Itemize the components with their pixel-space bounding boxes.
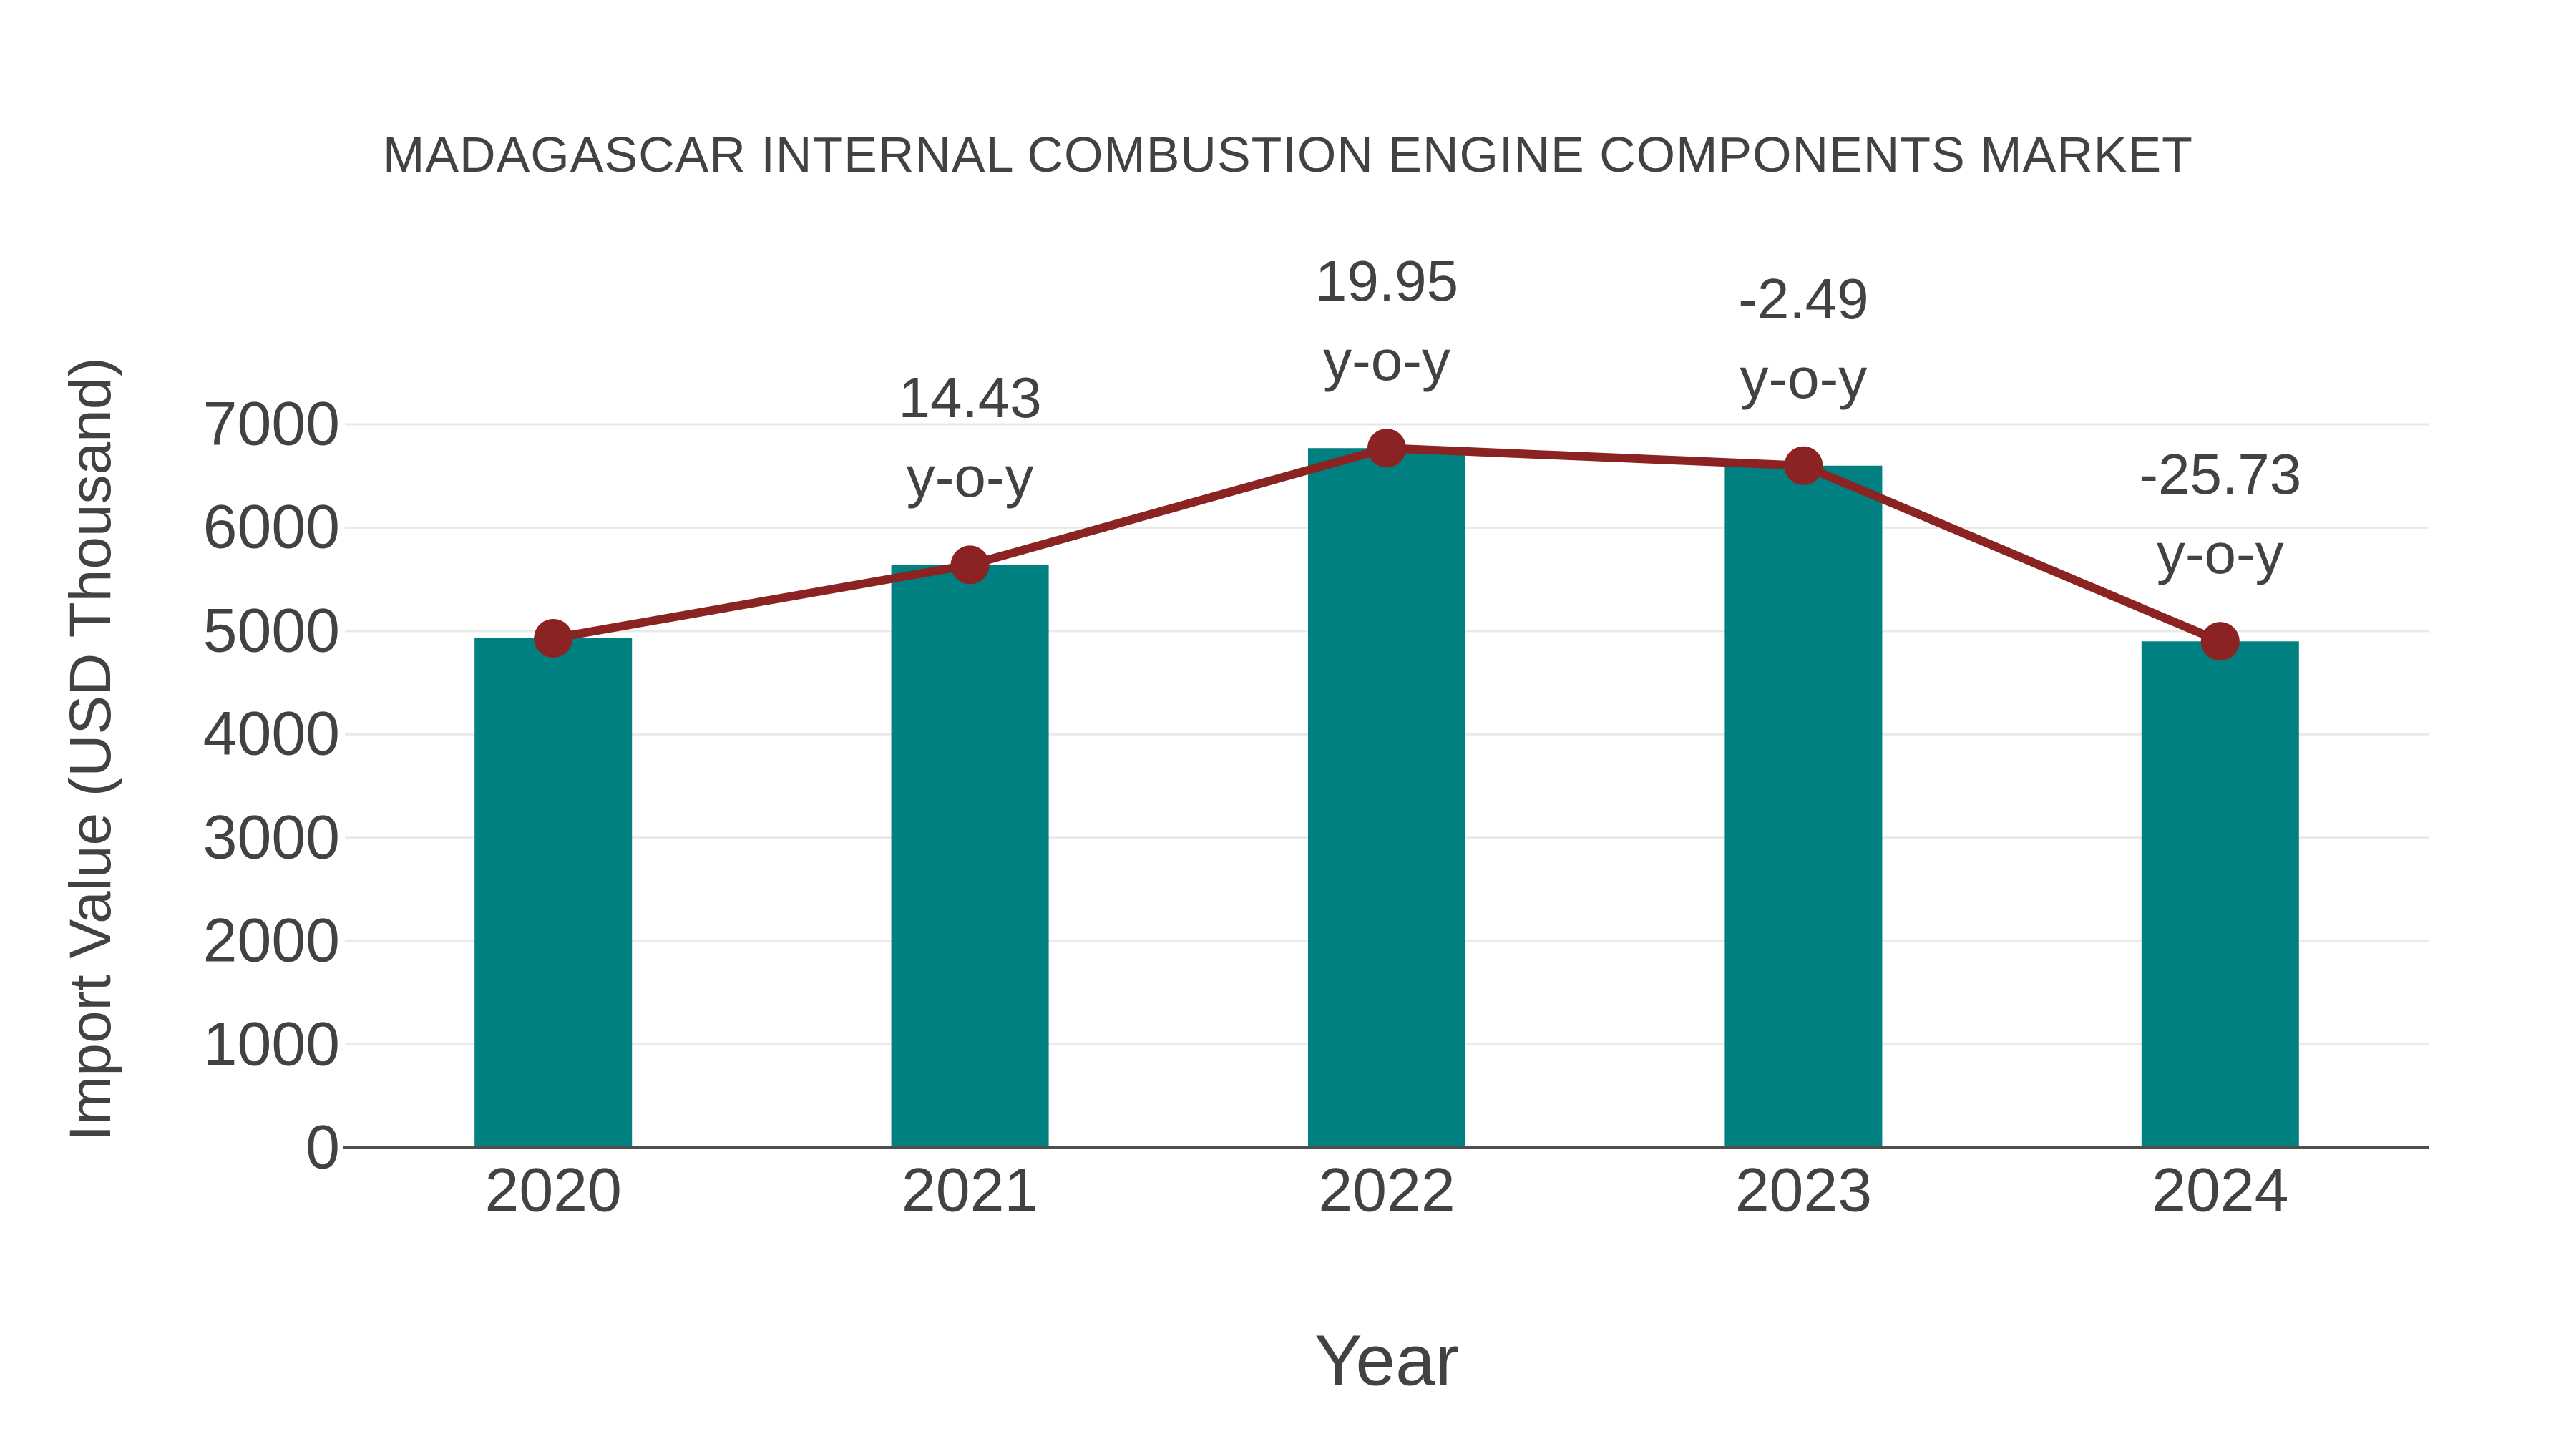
annotation-2024-value: -25.73 bbox=[2139, 442, 2302, 507]
annotation-2024-label: y-o-y bbox=[2156, 522, 2284, 586]
x-tick-2020: 2020 bbox=[484, 1156, 622, 1225]
y-tick-3000: 3000 bbox=[203, 803, 340, 872]
marker-2020 bbox=[534, 618, 573, 658]
marker-2021 bbox=[950, 545, 990, 585]
bar-2021 bbox=[891, 565, 1049, 1148]
bar-2023 bbox=[1724, 465, 1883, 1148]
y-tick-6000: 6000 bbox=[203, 492, 340, 562]
marker-2022 bbox=[1367, 429, 1406, 468]
bar-2020 bbox=[474, 638, 633, 1148]
x-tick-2021: 2021 bbox=[901, 1156, 1039, 1225]
annotation-2023-value: -2.49 bbox=[1738, 266, 1869, 331]
y-tick-4000: 4000 bbox=[203, 699, 340, 769]
y-tick-1000: 1000 bbox=[203, 1010, 340, 1079]
bar-2024 bbox=[2141, 641, 2299, 1148]
x-tick-2023: 2023 bbox=[1735, 1156, 1873, 1225]
bar-2022 bbox=[1308, 448, 1465, 1148]
annotation-2023-label: y-o-y bbox=[1740, 346, 1868, 410]
marker-2024 bbox=[2200, 622, 2240, 661]
annotation-2021-value: 14.43 bbox=[898, 366, 1042, 430]
annotation-2022-value: 19.95 bbox=[1314, 249, 1459, 313]
y-tick-2000: 2000 bbox=[203, 906, 340, 975]
x-axis-title: Year bbox=[1314, 1320, 1460, 1401]
y-tick-0: 0 bbox=[306, 1113, 340, 1182]
x-tick-2024: 2024 bbox=[2152, 1156, 2289, 1225]
marker-2023 bbox=[1784, 446, 1823, 485]
y-tick-7000: 7000 bbox=[203, 389, 340, 459]
chart-title: MADAGASCAR INTERNAL COMBUSTION ENGINE CO… bbox=[383, 127, 2193, 182]
annotation-2021-label: y-o-y bbox=[906, 445, 1034, 509]
annotation-2022-label: y-o-y bbox=[1323, 328, 1450, 393]
x-tick-2022: 2022 bbox=[1318, 1156, 1455, 1225]
y-tick-5000: 5000 bbox=[203, 596, 340, 665]
